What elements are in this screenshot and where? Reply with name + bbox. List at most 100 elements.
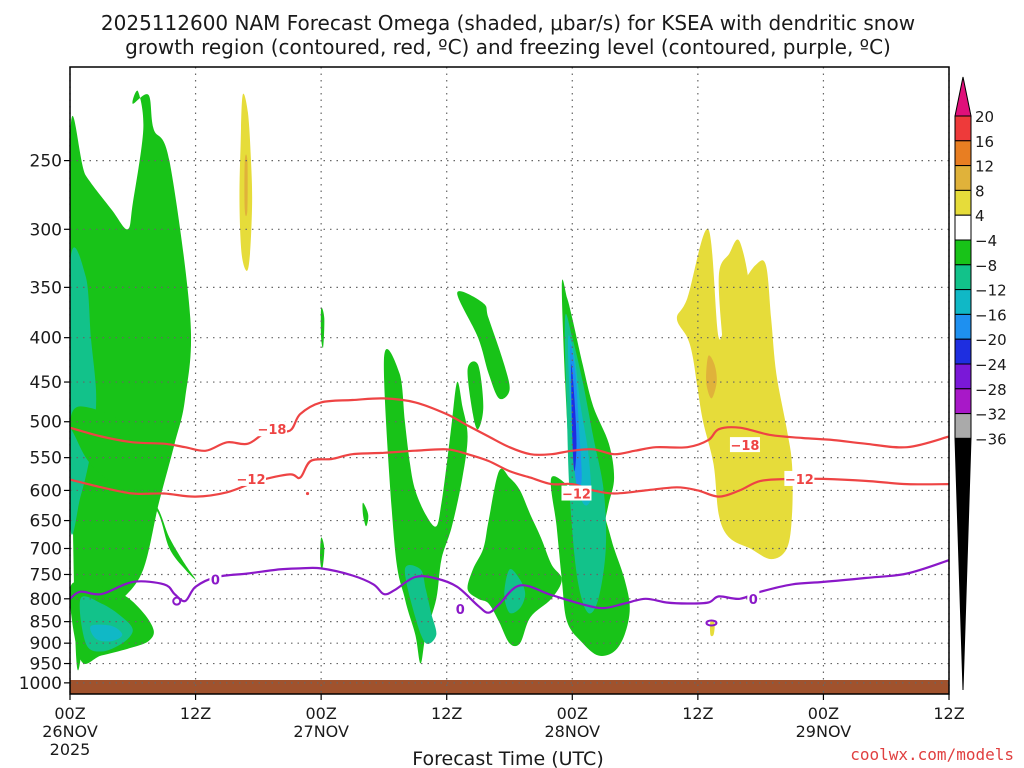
watermark: coolwx.com/models bbox=[850, 745, 1014, 764]
contour-label-2: −12 bbox=[237, 473, 266, 488]
colorbar-label-7: −12 bbox=[975, 282, 1007, 300]
contour-label-bg bbox=[236, 470, 267, 486]
x-tick-label: 00Z bbox=[808, 704, 839, 723]
omega-region-11 bbox=[362, 502, 369, 527]
colorbar-label-5: −4 bbox=[975, 232, 997, 250]
contour-label-4: −12 bbox=[785, 473, 814, 488]
freezing-loop bbox=[172, 596, 182, 606]
contours bbox=[70, 397, 949, 627]
plot-frame bbox=[69, 66, 950, 695]
omega-shading bbox=[70, 90, 793, 671]
colorbar-label-11: −28 bbox=[975, 381, 1007, 399]
y-tick-label-500: 500 bbox=[30, 413, 62, 433]
surface-band bbox=[70, 680, 949, 694]
x-tick-label: 27NOV bbox=[293, 722, 349, 741]
x-tick-label: 28NOV bbox=[544, 722, 600, 741]
y-tick-label-350: 350 bbox=[30, 278, 62, 298]
contour-label-5: 0 bbox=[211, 573, 220, 588]
x-tick-label: 12Z bbox=[933, 704, 964, 723]
colorbar-label-6: −8 bbox=[975, 257, 997, 275]
y-tick-label-750: 750 bbox=[30, 565, 62, 585]
chart-title-line-1: 2025112600 NAM Forecast Omega (shaded, μ… bbox=[101, 11, 915, 35]
colorbar-label-4: 4 bbox=[975, 207, 985, 225]
omega-region-15 bbox=[467, 468, 562, 647]
colorbar-segment-8 bbox=[954, 313, 972, 340]
omega-region-25 bbox=[706, 355, 717, 399]
y-tick-label-1000: 1000 bbox=[19, 674, 62, 694]
contour-label-7: 0 bbox=[749, 593, 758, 608]
contour-dgz-minus12 bbox=[70, 448, 949, 498]
colorbar-segment-2 bbox=[954, 165, 972, 191]
omega-region-22 bbox=[571, 363, 577, 472]
contour-label-bg bbox=[454, 601, 467, 617]
colorbar-segment-5 bbox=[954, 239, 972, 266]
contour-dgz-minus18 bbox=[70, 397, 949, 456]
contour-freezing-level-0 bbox=[70, 559, 949, 614]
y-tick-label-800: 800 bbox=[30, 590, 62, 610]
y-tick-label-450: 450 bbox=[30, 373, 62, 393]
y-tick-label-900: 900 bbox=[30, 634, 62, 654]
colorbar-segment-9 bbox=[954, 338, 972, 365]
colorbar-label-9: −20 bbox=[975, 331, 1007, 349]
colorbar-segment-10 bbox=[954, 363, 972, 390]
y-tick-label-950: 950 bbox=[30, 655, 62, 675]
colorbar-segment-0 bbox=[954, 115, 972, 142]
contour-label-bg bbox=[784, 470, 815, 486]
colorbar-label-1: 16 bbox=[975, 133, 994, 151]
x-tick-label: 12Z bbox=[180, 704, 211, 723]
colorbar-label-3: 8 bbox=[975, 182, 985, 200]
contour-label-1: −18 bbox=[730, 439, 759, 454]
colorbar-label-0: 20 bbox=[975, 108, 994, 126]
title-group: 2025112600 NAM Forecast Omega (shaded, μ… bbox=[101, 11, 915, 59]
contour-label-0: −18 bbox=[257, 423, 286, 438]
y-tick-label-700: 700 bbox=[30, 539, 62, 559]
colorbar-label-13: −36 bbox=[975, 430, 1007, 448]
y-tick-label-650: 650 bbox=[30, 512, 62, 532]
y-tick-label-250: 250 bbox=[30, 152, 62, 172]
contour-label-bg bbox=[561, 485, 592, 501]
x-tick-label: 26NOV bbox=[42, 722, 98, 741]
colorbar-legend: 20 16 12 8 4 −4 −8 −12 −16 −20 −24 −28 −32 −36 bbox=[954, 76, 1007, 691]
contour-label-bg bbox=[729, 437, 760, 453]
plot-area: −18 −18 −12 −12 −12 0 0 0 bbox=[69, 66, 950, 695]
x-tick-label: 00Z bbox=[54, 704, 85, 723]
y-tick-label-400: 400 bbox=[30, 329, 62, 349]
colorbar-segment-6 bbox=[954, 264, 972, 291]
colorbar-segment-11 bbox=[954, 388, 972, 415]
omega-region-1 bbox=[70, 247, 97, 535]
colorbar-segment-1 bbox=[954, 140, 972, 167]
colorbar-segment-3 bbox=[954, 189, 972, 216]
x-tick-label: 00Z bbox=[557, 704, 588, 723]
contour-label-bg bbox=[209, 571, 222, 587]
omega-region-24 bbox=[718, 239, 751, 399]
y-tick-label-600: 600 bbox=[30, 481, 62, 501]
omega-region-0 bbox=[70, 90, 192, 671]
contour-label-6: 0 bbox=[456, 603, 465, 618]
omega-region-10 bbox=[383, 348, 468, 664]
y-axis: 2503003504004505005506006507007508008509… bbox=[19, 152, 70, 694]
colorbar-bottom-arrow bbox=[954, 437, 972, 691]
contour-labels: −18 −18 −12 −12 −12 0 0 0 bbox=[209, 421, 815, 618]
colorbar-segment-7 bbox=[954, 289, 972, 315]
omega-region-5 bbox=[90, 624, 123, 642]
omega-region-8 bbox=[320, 307, 325, 348]
x-tick-label: 00Z bbox=[305, 704, 336, 723]
colorbar-top-arrow bbox=[954, 76, 972, 117]
colorbar-label-2: 12 bbox=[975, 158, 994, 176]
colorbar-segment-4 bbox=[954, 214, 972, 241]
omega-region-12 bbox=[404, 565, 437, 644]
colorbar-label-12: −32 bbox=[975, 406, 1007, 424]
omega-region-13 bbox=[457, 291, 510, 400]
dgz-dot bbox=[305, 491, 310, 496]
x-tick-label: 29NOV bbox=[796, 722, 852, 741]
x-tick-label: 2025 bbox=[50, 740, 91, 759]
x-axis-label: Forecast Time (UTC) bbox=[412, 748, 603, 768]
omega-region-16 bbox=[504, 568, 526, 614]
y-tick-label-850: 850 bbox=[30, 613, 62, 633]
contour-label-bg bbox=[747, 590, 760, 606]
x-tick-label: 12Z bbox=[682, 704, 713, 723]
y-tick-label-300: 300 bbox=[30, 220, 62, 240]
